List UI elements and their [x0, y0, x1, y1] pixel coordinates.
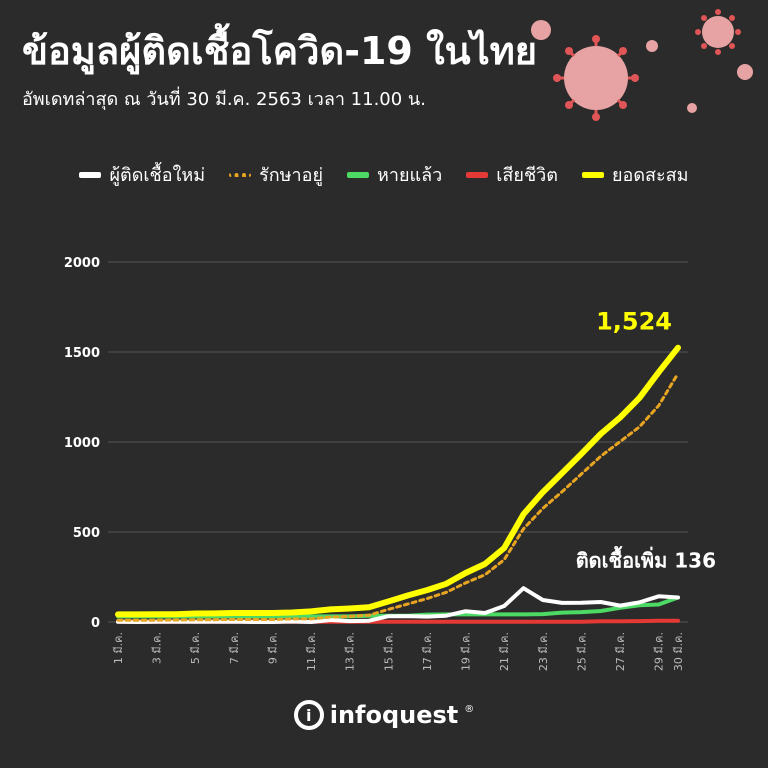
x-tick-label: 3 มี.ค. — [151, 632, 164, 664]
x-tick-label: 13 มี.ค. — [344, 632, 357, 671]
virus-small-icon — [695, 9, 741, 55]
y-tick-label: 0 — [91, 616, 100, 631]
legend-item: เสียชีวิต — [466, 160, 558, 189]
x-tick-label: 17 มี.ค. — [421, 632, 434, 671]
x-tick-label: 9 มี.ค. — [266, 632, 279, 664]
legend-item: ผู้ติดเชื้อใหม่ — [79, 160, 205, 189]
legend-swatch — [347, 171, 369, 178]
legend-label: ผู้ติดเชื้อใหม่ — [109, 165, 206, 186]
x-tick-label: 15 มี.ค. — [382, 632, 395, 671]
legend-label: เสียชีวิต — [496, 165, 558, 186]
logo-text: infoquest — [329, 701, 459, 729]
legend-label: หายแล้ว — [377, 165, 443, 186]
x-tick-label: 23 มี.ค. — [537, 632, 550, 671]
virus-large-icon — [553, 35, 639, 121]
line-chart: 0 500 1000 1500 2000 1 มี.ค. 3 มี.ค. 5 มี.ค. 7 ม… — [64, 256, 716, 671]
legend-swatch — [229, 172, 252, 177]
legend-label: ยอดสะสม — [611, 165, 689, 186]
logo-registered-mark: ® — [464, 704, 475, 715]
x-tick-label: 21 มี.ค. — [498, 632, 511, 671]
x-tick-label: 29 มี.ค. — [653, 632, 666, 671]
infoquest-logo: i infoquest ® — [0, 700, 768, 730]
legend-swatch — [79, 171, 102, 178]
virus-decoration — [531, 9, 753, 121]
chart-legend: ผู้ติดเชื้อใหม่ รักษาอยู่ หายแล้ว เสียชีวิต… — [0, 160, 768, 189]
y-tick-label: 1500 — [64, 346, 100, 361]
x-tick-label: 11 มี.ค. — [305, 632, 318, 671]
annotation-new: ติดเชื้อเพิ่ม 136 — [576, 546, 716, 573]
x-tick-label: 1 มี.ค. — [112, 632, 125, 664]
series-line — [116, 586, 680, 624]
x-tick-label: 27 มี.ค. — [614, 632, 627, 671]
legend-swatch — [581, 171, 604, 178]
y-tick-label: 500 — [73, 526, 100, 541]
y-tick-label: 2000 — [64, 256, 100, 271]
x-tick-label: 30 มี.ค. — [672, 632, 685, 671]
legend-item: ยอดสะสม — [581, 160, 689, 189]
page-title: ข้อมูลผู้ติดเชื้อโควิด-19 ในไทย — [22, 29, 538, 73]
y-tick-label: 1000 — [64, 436, 100, 451]
legend-label: รักษาอยู่ — [259, 165, 323, 186]
series-line — [115, 344, 681, 618]
series-line — [116, 371, 680, 622]
x-tick-label: 7 มี.ค. — [228, 632, 241, 664]
infoquest-logo-icon: i — [293, 700, 324, 730]
x-tick-label: 19 มี.ค. — [460, 632, 473, 671]
legend-swatch — [466, 171, 489, 178]
virus-dots-icon — [531, 20, 753, 113]
legend-item: หายแล้ว — [347, 160, 442, 189]
page-subtitle: อัพเดทล่าสุด ณ วันที่ 30 มี.ค. 2563 เวลา… — [22, 89, 426, 110]
annotation-total: 1,524 — [596, 308, 672, 336]
x-tick-label: 25 มี.ค. — [575, 632, 588, 671]
x-tick-label: 5 มี.ค. — [189, 632, 202, 664]
legend-item: รักษาอยู่ — [229, 160, 323, 189]
